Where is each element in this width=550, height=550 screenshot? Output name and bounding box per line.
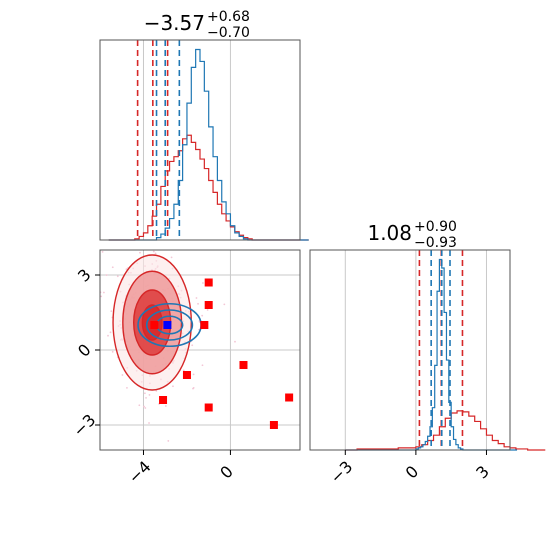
sample-dot [143,405,145,408]
sample-dot [121,374,124,376]
sample-dot [148,394,151,396]
sample-dot [139,251,141,254]
red-square-marker [182,371,191,379]
red-square-marker [204,278,213,287]
panel-frame [309,249,511,451]
sample-dot [201,364,204,367]
title-minus: −0.70 [207,25,250,41]
red-square-marker [204,403,213,412]
sample-dot [148,422,150,424]
sample-dot [234,340,236,343]
sample-dot [223,303,226,306]
sample-dot [126,386,128,389]
title-value: −3.57 [144,11,205,35]
title-minus: −0.93 [414,235,457,251]
sample-dot [191,344,194,347]
sample-dot [192,373,195,376]
panel-frame [99,39,301,241]
grid-lines [344,250,487,450]
title-value: 1.08 [367,221,412,245]
sample-dot [201,314,204,317]
histogram-line [345,410,546,451]
sample-dot [111,350,114,353]
red-square-marker [159,396,168,404]
blue-square-marker [163,321,172,329]
red-square-marker [150,321,159,329]
sample-dot [195,297,198,299]
sample-dot [182,369,185,372]
sample-dot [167,440,170,442]
sample-dot [107,334,109,337]
red-square-marker [200,321,209,329]
sample-dot [197,302,199,305]
sample-dot [110,310,113,313]
sample-dot [192,386,195,389]
red-square-marker [285,393,294,402]
sample-dot [105,274,108,276]
sample-dot [138,404,141,407]
title-plus: +0.90 [414,219,457,235]
title-plus: +0.68 [207,9,250,25]
top-left-histogram-panel [99,39,309,241]
sample-dot [172,385,174,388]
sample-dot [101,250,104,253]
sample-dot [144,407,147,409]
sample-dot [102,291,105,294]
sample-dot [201,282,204,284]
sample-dot [164,405,167,407]
sample-dot [100,295,103,298]
sample-dot [116,275,119,278]
sample-dot [170,256,173,259]
blue-contour [145,309,194,341]
sample-dot [206,309,209,311]
red-square-marker [269,421,278,429]
sample-dot [111,266,114,269]
reference-markers [150,278,294,429]
red-square-marker [239,361,248,369]
sample-dot [143,392,146,395]
sample-dot [145,396,147,399]
sample-dot [152,250,155,253]
sample-dot [125,268,128,271]
sample-dot [154,252,157,255]
quantile-lines [136,40,181,240]
red-square-marker [204,301,213,309]
quantile-lines [418,250,464,450]
grid-lines [142,40,231,240]
sample-dot [109,331,112,334]
